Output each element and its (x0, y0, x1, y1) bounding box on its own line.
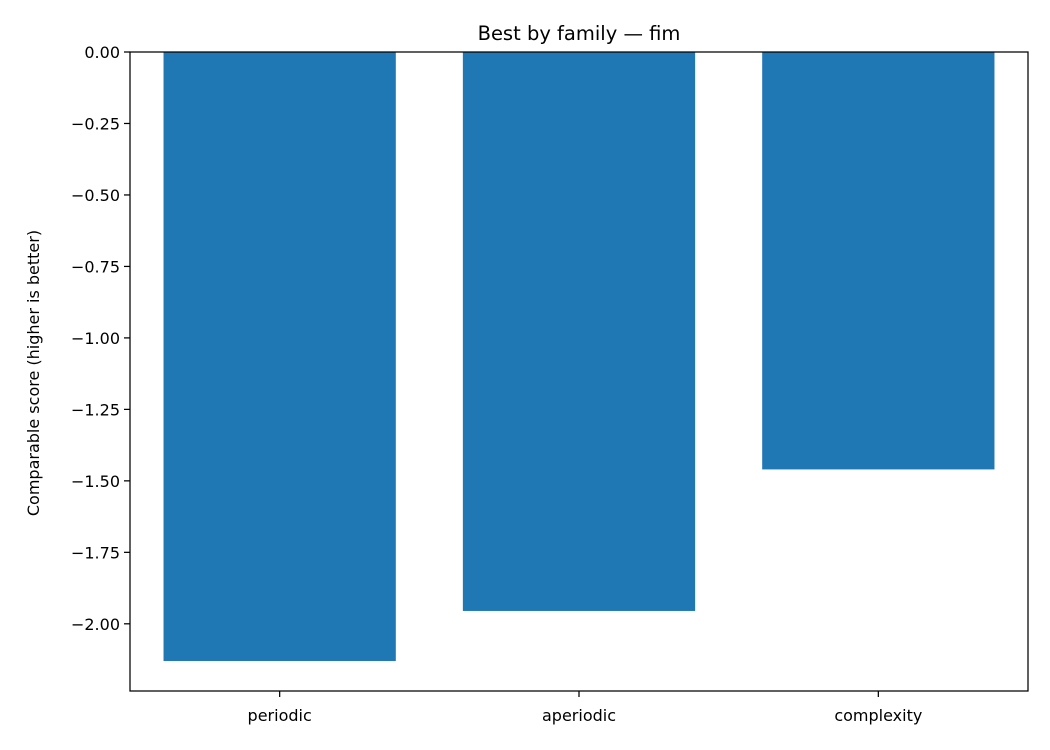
y-tick-label: −2.00 (71, 615, 120, 634)
bar-complexity (762, 52, 995, 470)
y-tick-label: −1.75 (71, 543, 120, 562)
y-tick-label: −0.75 (71, 257, 120, 276)
x-tick-label-aperiodic: aperiodic (542, 706, 616, 725)
bar-periodic (163, 52, 396, 661)
plot-area: 0.00 −0.25 −0.50 −0.75 −1.00 −1.25 −1.50 −1.75 −… (71, 43, 1029, 725)
y-tick-label: −1.00 (71, 329, 120, 348)
x-tick-label-periodic: periodic (248, 706, 312, 725)
x-tick-label-complexity: complexity (834, 706, 922, 725)
bar-aperiodic (462, 52, 696, 611)
y-tick-label: −0.25 (71, 114, 120, 133)
y-tick-label: −1.50 (71, 472, 120, 491)
y-tick-label: −1.25 (71, 400, 120, 419)
y-tick-label: 0.00 (84, 43, 120, 62)
y-tick-label: −0.50 (71, 186, 120, 205)
chart-title: Best by family — fim (478, 22, 681, 45)
y-axis-label: Comparable score (higher is better) (24, 230, 43, 516)
